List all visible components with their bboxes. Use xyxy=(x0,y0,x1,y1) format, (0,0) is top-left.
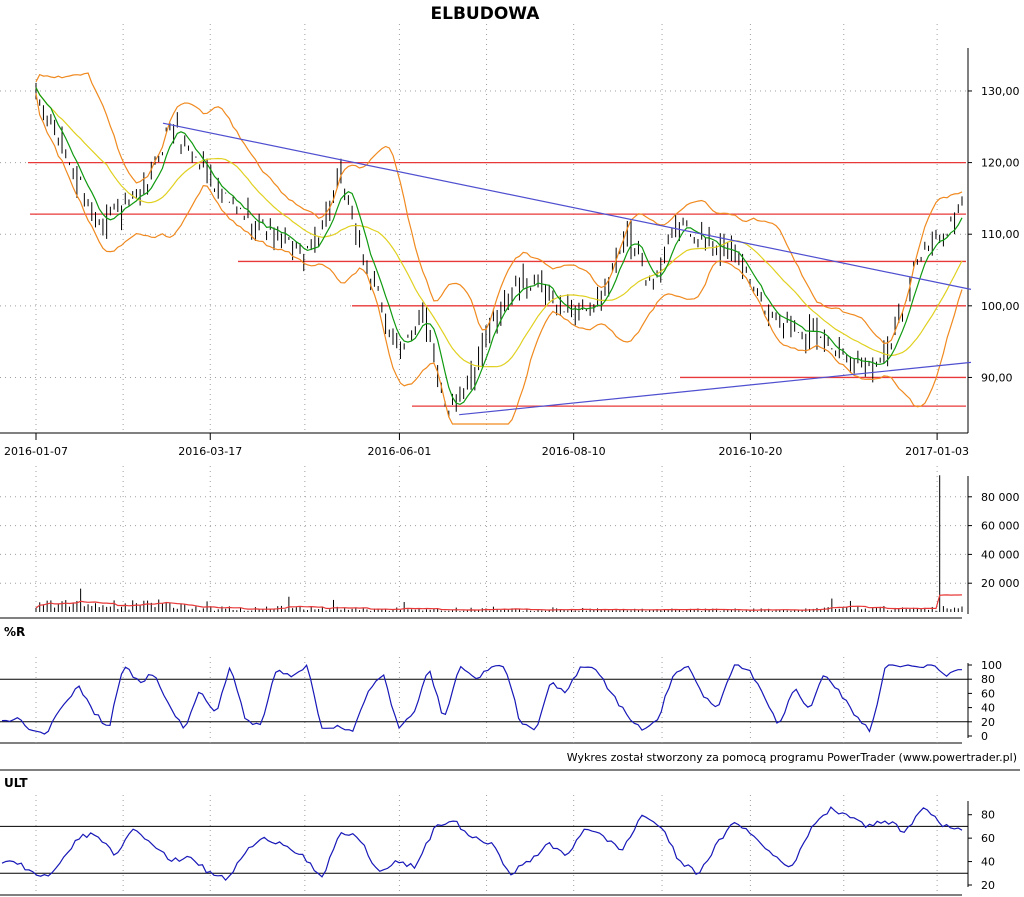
credit-text: Wykres został stworzony za pomocą progra… xyxy=(567,751,1017,764)
price-overlays xyxy=(35,72,963,425)
chart-title: ELBUDOWA xyxy=(431,4,541,24)
price-y-tick-label: 100,00 xyxy=(981,300,1020,313)
volume-panel: 20 000 40 000 60 000 80 000 xyxy=(0,466,1020,619)
williams-r-y-tick-label: 60 xyxy=(981,687,995,700)
williams-r-y-tick-label: 20 xyxy=(981,716,995,729)
price-x-tick-label: 2016-06-01 xyxy=(367,445,431,458)
williams-r-title: %R xyxy=(4,625,25,639)
volume-average-line xyxy=(35,594,963,611)
price-candles xyxy=(35,82,963,417)
ult-y-tick-label: 60 xyxy=(981,832,995,845)
price-x-tick-label: 2016-08-10 xyxy=(542,445,606,458)
ult-y-tick-label: 20 xyxy=(981,879,995,892)
price-y-tick-label: 130,00 xyxy=(981,85,1020,98)
price-y-tick-label: 110,00 xyxy=(981,228,1020,241)
williams-r-line-path xyxy=(1,663,962,735)
price-panel: 2016-01-07 2016-03-17 2016-06-01 2016-08-10… xyxy=(0,24,1020,458)
volume-y-tick-labels: 20 000 40 000 60 000 80 000 xyxy=(968,491,1020,590)
ult-y-tick-label: 80 xyxy=(981,809,995,822)
williams-r-y-tick-label: 100 xyxy=(981,659,1002,672)
trendline xyxy=(162,122,972,290)
ult-y-tick-labels: 20 40 60 80 xyxy=(968,809,995,892)
price-y-tick-label: 90,00 xyxy=(981,371,1013,384)
price-x-tick-label: 2016-03-17 xyxy=(178,445,242,458)
trendline xyxy=(459,361,972,416)
williams-r-y-tick-label: 0 xyxy=(981,730,988,743)
price-x-tick-labels: 2016-01-07 2016-03-17 2016-06-01 2016-08-10… xyxy=(4,433,969,458)
volume-average xyxy=(35,594,963,611)
volume-y-tick-label: 80 000 xyxy=(981,491,1020,504)
price-x-tick-label: 2017-01-03 xyxy=(905,445,969,458)
ult-panel: ULT 20 40 60 80 xyxy=(0,776,995,896)
price-x-tick-label: 2016-01-07 xyxy=(4,445,68,458)
ult-y-tick-label: 40 xyxy=(981,856,995,869)
volume-y-tick-label: 40 000 xyxy=(981,548,1020,561)
ult-line-path xyxy=(1,806,963,882)
bollinger-lower xyxy=(35,93,963,425)
ult-line xyxy=(1,806,963,882)
williams-r-line xyxy=(1,663,962,735)
volume-grid xyxy=(0,466,969,619)
price-y-tick-label: 120,00 xyxy=(981,157,1020,170)
bollinger-upper xyxy=(35,72,963,345)
volume-y-tick-label: 20 000 xyxy=(981,577,1020,590)
moving-average-slow xyxy=(35,87,963,368)
williams-r-y-tick-label: 80 xyxy=(981,673,995,686)
ult-grid xyxy=(0,795,969,896)
moving-average-fast xyxy=(35,87,963,406)
trendlines xyxy=(162,122,972,416)
williams-r-y-tick-label: 40 xyxy=(981,702,995,715)
volume-y-tick-label: 60 000 xyxy=(981,520,1020,533)
price-x-tick-label: 2016-10-20 xyxy=(718,445,782,458)
price-y-tick-labels: 90,00 100,00 110,00 120,00 130,00 xyxy=(968,85,1020,384)
ult-title: ULT xyxy=(4,776,28,790)
williams-r-grid xyxy=(0,657,1020,771)
support-resistance-lines xyxy=(28,161,966,407)
